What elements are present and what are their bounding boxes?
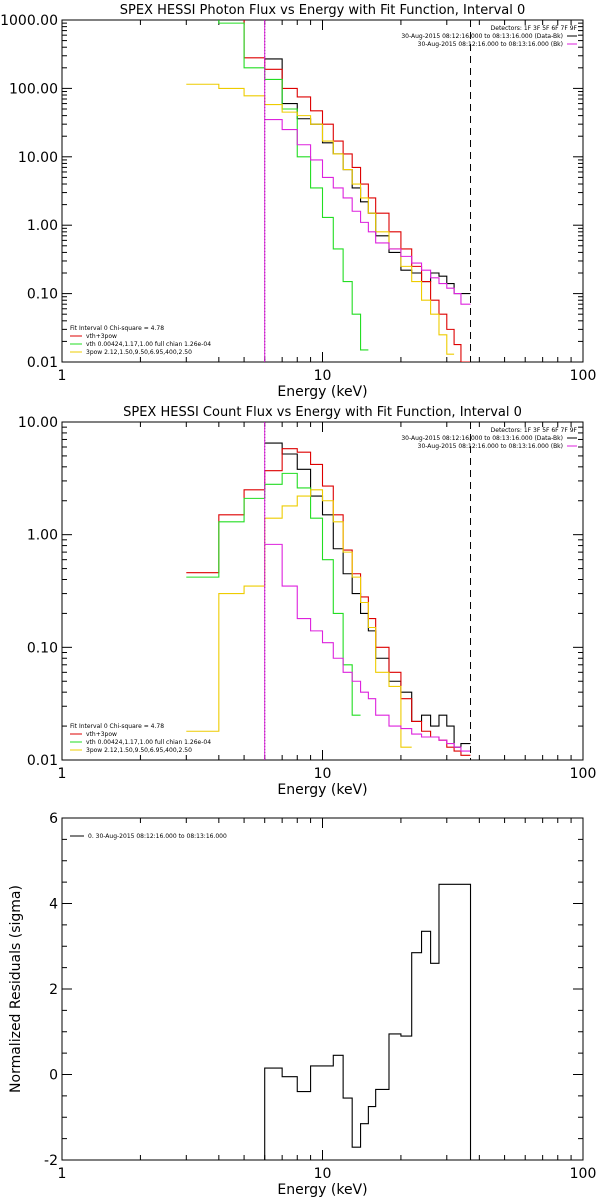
- residuals-x-tick-label: 100: [570, 1166, 597, 1182]
- count-flux-series-vth-0-00424-1-17-1-00-full-chian-1-26e-0: [186, 472, 361, 716]
- residuals-y-axis-label: Normalized Residuals (sigma): [8, 885, 24, 1093]
- count-flux-x-tick-label: 100: [570, 766, 597, 782]
- photon-flux-x-axis-label: Energy (keV): [277, 384, 367, 400]
- count-flux-y-tick-label: 1.00: [27, 528, 58, 544]
- count-flux-legend-entry: Detectors: 1F 3F 5F 6F 7F 9F: [491, 427, 578, 434]
- photon-flux-legend-entry: Detectors: 1F 3F 5F 6F 7F 9F: [491, 25, 578, 32]
- count-flux-series-30-aug-2015-08-12-16-000-to-08-13-16-000: [264, 442, 471, 748]
- photon-flux-legend-entry: Fit Interval 0 Chi-square = 4.78: [70, 325, 164, 332]
- count-flux-y-tick-label: 0.10: [27, 640, 58, 656]
- count-flux-x-tick-label: 1: [58, 766, 67, 782]
- photon-flux-y-tick-label: 1000.00: [0, 13, 58, 29]
- residuals-y-tick-label: -2: [44, 1153, 58, 1169]
- photon-flux-legend-entry: 30-Aug-2015 08:12:16.000 to 08:13:16.000…: [401, 33, 563, 40]
- photon-flux-x-tick-label: 100: [570, 368, 597, 384]
- photon-flux-x-tick-label: 1: [58, 368, 67, 384]
- count-flux-title: SPEX HESSI Count Flux vs Energy with Fit…: [123, 405, 522, 420]
- photon-flux-panel: SPEX HESSI Photon Flux vs Energy with Fi…: [0, 3, 596, 400]
- photon-flux-series-30-aug-2015-08-12-16-000-to-08-13-16-000: [264, 119, 471, 305]
- photon-flux-y-tick-label: 1.00: [27, 218, 58, 234]
- count-flux-x-axis-label: Energy (keV): [277, 782, 367, 798]
- count-flux-series-vth-3pow: [186, 448, 471, 756]
- count-flux-legend-entry: 30-Aug-2015 08:12:16.000 to 08:13:16.000…: [418, 443, 563, 450]
- residuals-legend-entry: 0. 30-Aug-2015 08:12:16.000 to 08:13:16.…: [88, 833, 227, 840]
- count-flux-y-tick-label: 10.00: [18, 415, 58, 431]
- residuals-y-tick-label: 4: [49, 897, 58, 913]
- photon-flux-legend-entry: 3pow 2.12,1.50,9.50,6.95,400,2.50: [86, 349, 192, 356]
- count-flux-legend-entry: Fit Interval 0 Chi-square = 4.78: [70, 723, 164, 730]
- count-flux-legend-entry: 3pow 2.12,1.50,9.50,6.95,400,2.50: [86, 747, 192, 754]
- photon-flux-y-tick-label: 100.00: [9, 81, 58, 97]
- photon-flux-y-tick-label: 10.00: [18, 150, 58, 166]
- photon-flux-y-tick-label: 0.01: [27, 355, 58, 371]
- residuals-y-tick-label: 2: [49, 982, 58, 998]
- count-flux-legend-entry: vth+3pow: [86, 731, 117, 738]
- residuals-x-tick-label: 1: [58, 1166, 67, 1182]
- residuals-frame: [61, 817, 584, 1161]
- photon-flux-legend-entry: vth 0.00424,1.17,1.00 full chian 1.26e-0…: [86, 341, 211, 348]
- residuals-data-area: [264, 883, 472, 1160]
- residuals-x-axis-label: Energy (keV): [277, 1182, 367, 1198]
- count-flux-legend-entry: vth 0.00424,1.17,1.00 full chian 1.26e-0…: [86, 739, 211, 746]
- count-flux-y-tick-label: 0.01: [27, 753, 58, 769]
- photon-flux-data-area: [186, 20, 472, 362]
- photon-flux-legend-entry: 30-Aug-2015 08:12:16.000 to 08:13:16.000…: [418, 41, 563, 48]
- residuals-x-tick-label: 10: [314, 1166, 332, 1182]
- residuals-panel: 1 10 100 6 4 2 0 -2 Energy (keV) Normalized Resid…: [8, 811, 596, 1198]
- count-flux-data-area: [186, 422, 472, 760]
- photon-flux-series-vth-0-00424-1-17-1-00-full-chian-1-26e-0: [218, 20, 369, 351]
- photon-flux-series-vth-3pow: [243, 20, 471, 362]
- photon-flux-legend-entry: vth+3pow: [86, 333, 117, 340]
- count-flux-legend-entry: 30-Aug-2015 08:12:16.000 to 08:13:16.000…: [401, 435, 563, 442]
- count-flux-panel: SPEX HESSI Count Flux vs Energy with Fit…: [18, 405, 596, 798]
- residuals-series-0-30-aug-2015-08-12-16-000-to-08-13-16-0: [264, 883, 472, 1160]
- photon-flux-series-30-aug-2015-08-12-16-000-to-08-13-16-000: [264, 58, 471, 295]
- photon-flux-series-3pow-2-12-1-50-9-50-6-95-400-2-50: [186, 83, 455, 355]
- count-flux-x-tick-label: 10: [314, 766, 332, 782]
- photon-flux-x-tick-label: 10: [314, 368, 332, 384]
- photon-flux-y-tick-label: 0.10: [27, 287, 58, 303]
- count-flux-series-30-aug-2015-08-12-16-000-to-08-13-16-000: [264, 543, 471, 752]
- photon-flux-title: SPEX HESSI Photon Flux vs Energy with Fi…: [120, 3, 526, 18]
- residuals-y-tick-label: 6: [49, 811, 58, 827]
- residuals-y-tick-label: 0: [49, 1068, 58, 1084]
